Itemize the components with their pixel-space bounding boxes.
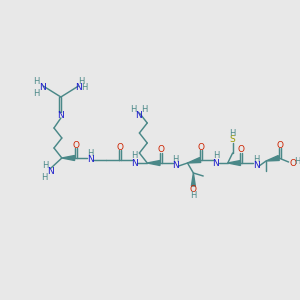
Text: O: O xyxy=(276,140,283,149)
Text: O: O xyxy=(198,142,205,152)
Text: H: H xyxy=(78,77,85,86)
Text: H: H xyxy=(87,149,94,158)
Text: N: N xyxy=(253,161,260,170)
Text: N: N xyxy=(172,161,179,170)
Text: N: N xyxy=(135,110,142,119)
Text: H: H xyxy=(81,83,88,92)
Text: S: S xyxy=(230,136,236,145)
Text: H: H xyxy=(230,130,236,139)
Text: N: N xyxy=(213,158,219,167)
Text: H: H xyxy=(33,77,40,86)
Text: H: H xyxy=(190,190,196,200)
Text: H: H xyxy=(294,158,300,166)
Text: O: O xyxy=(158,146,164,154)
Text: O: O xyxy=(289,158,296,167)
Polygon shape xyxy=(228,160,241,166)
Text: H: H xyxy=(130,104,137,113)
Text: H: H xyxy=(42,160,48,169)
Polygon shape xyxy=(191,173,195,186)
Text: H: H xyxy=(213,152,219,160)
Text: N: N xyxy=(87,155,94,164)
Text: N: N xyxy=(131,158,138,167)
Text: O: O xyxy=(116,142,123,152)
Text: H: H xyxy=(172,154,179,164)
Text: H: H xyxy=(141,104,148,113)
Text: N: N xyxy=(47,167,53,176)
Text: O: O xyxy=(72,140,79,149)
Polygon shape xyxy=(188,158,201,163)
Text: H: H xyxy=(253,154,260,164)
Text: N: N xyxy=(39,83,46,92)
Text: O: O xyxy=(238,146,245,154)
Polygon shape xyxy=(62,155,75,160)
Text: H: H xyxy=(131,152,138,160)
Text: H: H xyxy=(33,89,40,98)
Polygon shape xyxy=(266,156,279,161)
Text: N: N xyxy=(58,110,64,119)
Text: H: H xyxy=(41,172,47,182)
Text: N: N xyxy=(75,83,82,92)
Text: O: O xyxy=(190,184,197,194)
Polygon shape xyxy=(147,160,160,166)
